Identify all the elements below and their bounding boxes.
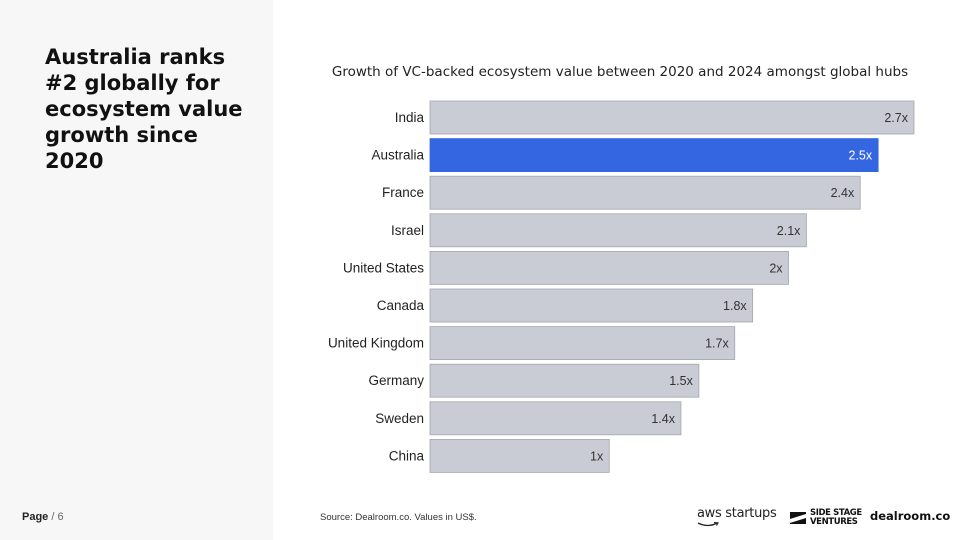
bar-france — [429, 175, 861, 210]
category-label: Israel — [391, 223, 424, 238]
data-label: 2.4x — [831, 186, 855, 200]
data-label: 2.1x — [777, 224, 801, 238]
page-count: / 6 — [51, 511, 64, 523]
side-stage-line2: VENTURES — [810, 517, 858, 527]
side-stage-line1: SIDE STAGE — [810, 508, 862, 518]
bar-united-kingdom — [429, 326, 736, 361]
chart-title: Growth of VC-backed ecosystem value betw… — [331, 64, 909, 80]
left-panel — [0, 0, 273, 540]
category-label: United States — [343, 260, 424, 275]
data-label: 1.4x — [651, 412, 675, 426]
category-label: France — [382, 185, 424, 200]
data-label: 2x — [769, 261, 783, 275]
aws-startups-logo: aws startups — [697, 506, 777, 527]
category-label: United Kingdom — [328, 336, 424, 351]
category-label: Canada — [377, 298, 425, 313]
data-label: 2.7x — [884, 111, 908, 125]
category-label: Sweden — [375, 411, 424, 426]
bar-germany — [429, 363, 700, 398]
data-label: 1x — [590, 449, 604, 463]
page-label: Page — [22, 511, 49, 523]
dealroom-logo: dealroom.co — [870, 509, 951, 523]
source-note: Source: Dealroom.co. Values in US$. — [320, 512, 477, 523]
bar-australia — [429, 138, 879, 172]
bar-canada — [429, 288, 754, 323]
bar-united-states — [429, 250, 789, 285]
bar-chart: India 2.7x Australia 2.5x France 2.4x Israel 2.… — [328, 100, 915, 473]
page-number: Page / 6 — [22, 511, 64, 523]
side-stage-mark-icon — [790, 512, 806, 524]
data-label: 1.5x — [669, 374, 693, 388]
data-label: 2.5x — [849, 149, 873, 163]
category-label: India — [395, 110, 425, 125]
bar-india — [429, 100, 915, 135]
aws-smile-icon — [697, 522, 719, 527]
bar-china — [429, 438, 610, 473]
category-label: Germany — [368, 373, 424, 388]
bar-israel — [429, 213, 807, 248]
category-label: Australia — [371, 148, 424, 163]
bar-sweden — [429, 401, 682, 436]
category-label: China — [389, 448, 425, 463]
data-label: 1.7x — [705, 337, 729, 351]
aws-startups-text: aws startups — [697, 506, 777, 521]
page-headline: Australia ranks #2 globally for ecosyste… — [45, 45, 243, 173]
data-label: 1.8x — [723, 299, 747, 313]
side-stage-ventures-logo: SIDE STAGE VENTURES — [790, 508, 862, 528]
